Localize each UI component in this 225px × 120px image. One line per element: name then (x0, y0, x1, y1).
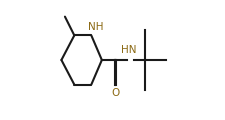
Text: O: O (111, 88, 119, 98)
Text: HN: HN (121, 45, 136, 55)
Text: NH: NH (88, 22, 103, 32)
